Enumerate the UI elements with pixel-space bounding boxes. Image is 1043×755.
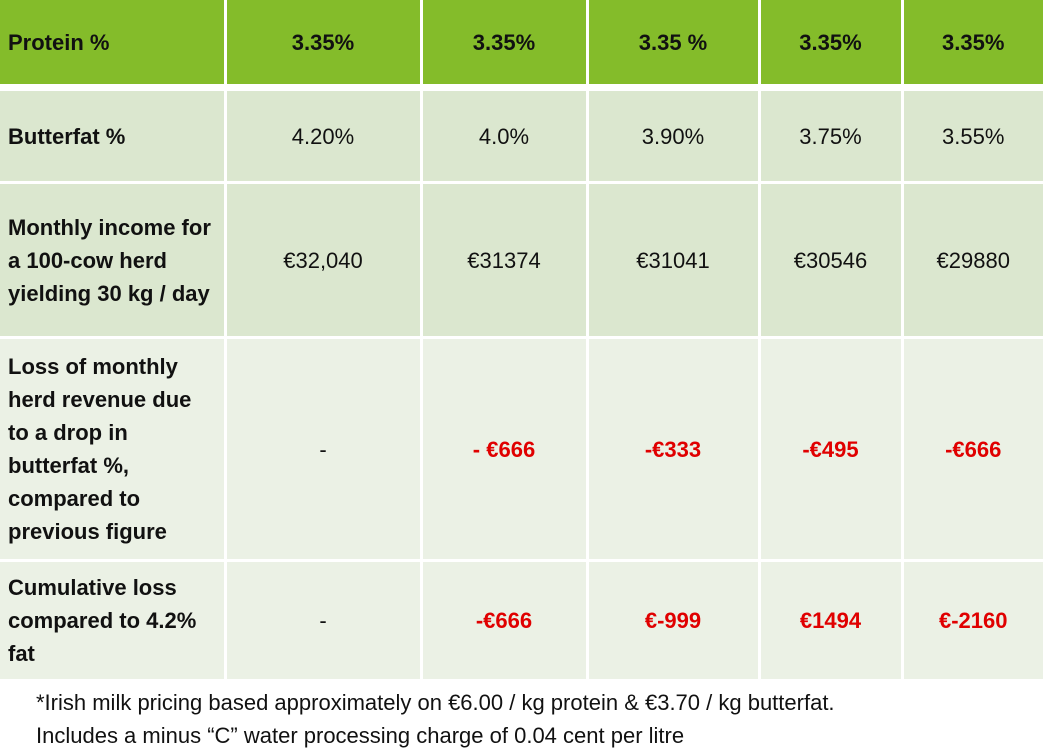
cumulative-loss-label: Cumulative loss compared to 4.2% fat bbox=[0, 560, 227, 679]
monthly-loss-label: Loss of monthly herd revenue due to a dr… bbox=[0, 337, 227, 562]
butterfat-income-table: Protein % 3.35% 3.35% 3.35 % 3.35% 3.35%… bbox=[0, 0, 1043, 679]
monthly-income-value: €31041 bbox=[587, 182, 761, 339]
monthly-loss-value: -€495 bbox=[759, 337, 904, 562]
protein-value: 3.35% bbox=[225, 0, 423, 91]
cumulative-loss-value: - bbox=[225, 560, 423, 679]
butterfat-value: 3.55% bbox=[902, 87, 1043, 184]
cumulative-loss-value: €1494 bbox=[759, 560, 904, 679]
protein-label: Protein % bbox=[0, 0, 227, 91]
monthly-income-value: €30546 bbox=[759, 182, 904, 339]
monthly-loss-value: - €666 bbox=[421, 337, 589, 562]
protein-value: 3.35 % bbox=[587, 0, 761, 91]
cumulative-loss-row: Cumulative loss compared to 4.2% fat - -… bbox=[0, 560, 1043, 679]
monthly-income-row: Monthly income for a 100-cow herd yieldi… bbox=[0, 182, 1043, 339]
monthly-income-label: Monthly income for a 100-cow herd yieldi… bbox=[0, 182, 227, 339]
monthly-loss-row: Loss of monthly herd revenue due to a dr… bbox=[0, 337, 1043, 562]
cumulative-loss-value: €-999 bbox=[587, 560, 761, 679]
butterfat-row: Butterfat % 4.20% 4.0% 3.90% 3.75% 3.55% bbox=[0, 87, 1043, 184]
butterfat-value: 3.90% bbox=[587, 87, 761, 184]
butterfat-value: 3.75% bbox=[759, 87, 904, 184]
monthly-loss-value: -€666 bbox=[902, 337, 1043, 562]
protein-row: Protein % 3.35% 3.35% 3.35 % 3.35% 3.35% bbox=[0, 0, 1043, 91]
protein-value: 3.35% bbox=[902, 0, 1043, 91]
cumulative-loss-value: -€666 bbox=[421, 560, 589, 679]
butterfat-label: Butterfat % bbox=[0, 87, 227, 184]
protein-value: 3.35% bbox=[759, 0, 904, 91]
monthly-income-value: €29880 bbox=[902, 182, 1043, 339]
footnote-line-pricing: *Irish milk pricing based approximately … bbox=[36, 690, 835, 715]
footnote: *Irish milk pricing based approximately … bbox=[36, 686, 1036, 752]
butterfat-value: 4.0% bbox=[421, 87, 589, 184]
cumulative-loss-value: €-2160 bbox=[902, 560, 1043, 679]
monthly-loss-value: - bbox=[225, 337, 423, 562]
butterfat-value: 4.20% bbox=[225, 87, 423, 184]
monthly-income-value: €32,040 bbox=[225, 182, 423, 339]
monthly-loss-value: -€333 bbox=[587, 337, 761, 562]
monthly-income-value: €31374 bbox=[421, 182, 589, 339]
footnote-line-charge: Includes a minus “C” water processing ch… bbox=[36, 723, 685, 748]
protein-value: 3.35% bbox=[421, 0, 589, 91]
